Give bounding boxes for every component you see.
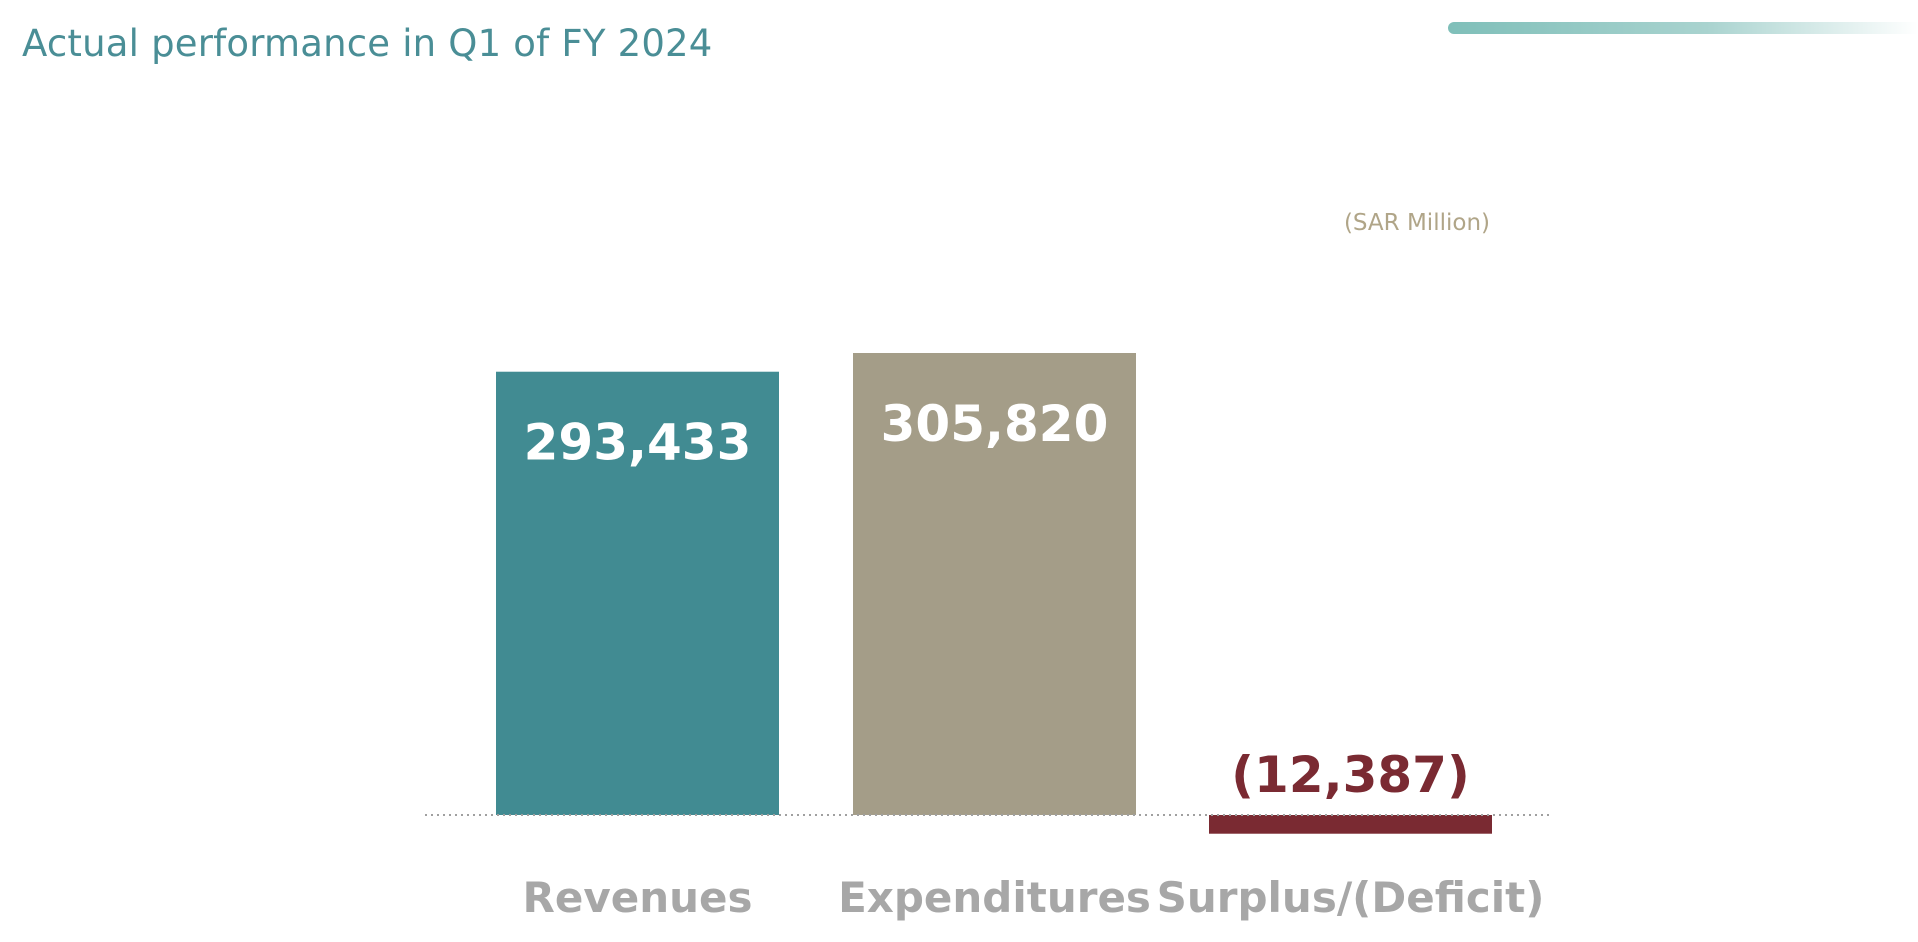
bar-revenues — [496, 371, 779, 815]
bar-surplus-deficit — [1209, 815, 1492, 834]
category-label: Surplus/(Deficit) — [1157, 873, 1545, 922]
data-label: 293,433 — [524, 414, 752, 472]
data-label: 305,820 — [881, 395, 1109, 453]
bar-expenditures — [853, 353, 1136, 815]
page-title: Actual performance in Q1 of FY 2024 — [22, 22, 713, 65]
category-label: Revenues — [523, 873, 753, 922]
unit-label: (SAR Million) — [1344, 210, 1490, 236]
category-label: Expenditures — [838, 873, 1151, 922]
data-label: (12,387) — [1231, 746, 1470, 804]
header-accent-bar — [1448, 22, 1918, 34]
